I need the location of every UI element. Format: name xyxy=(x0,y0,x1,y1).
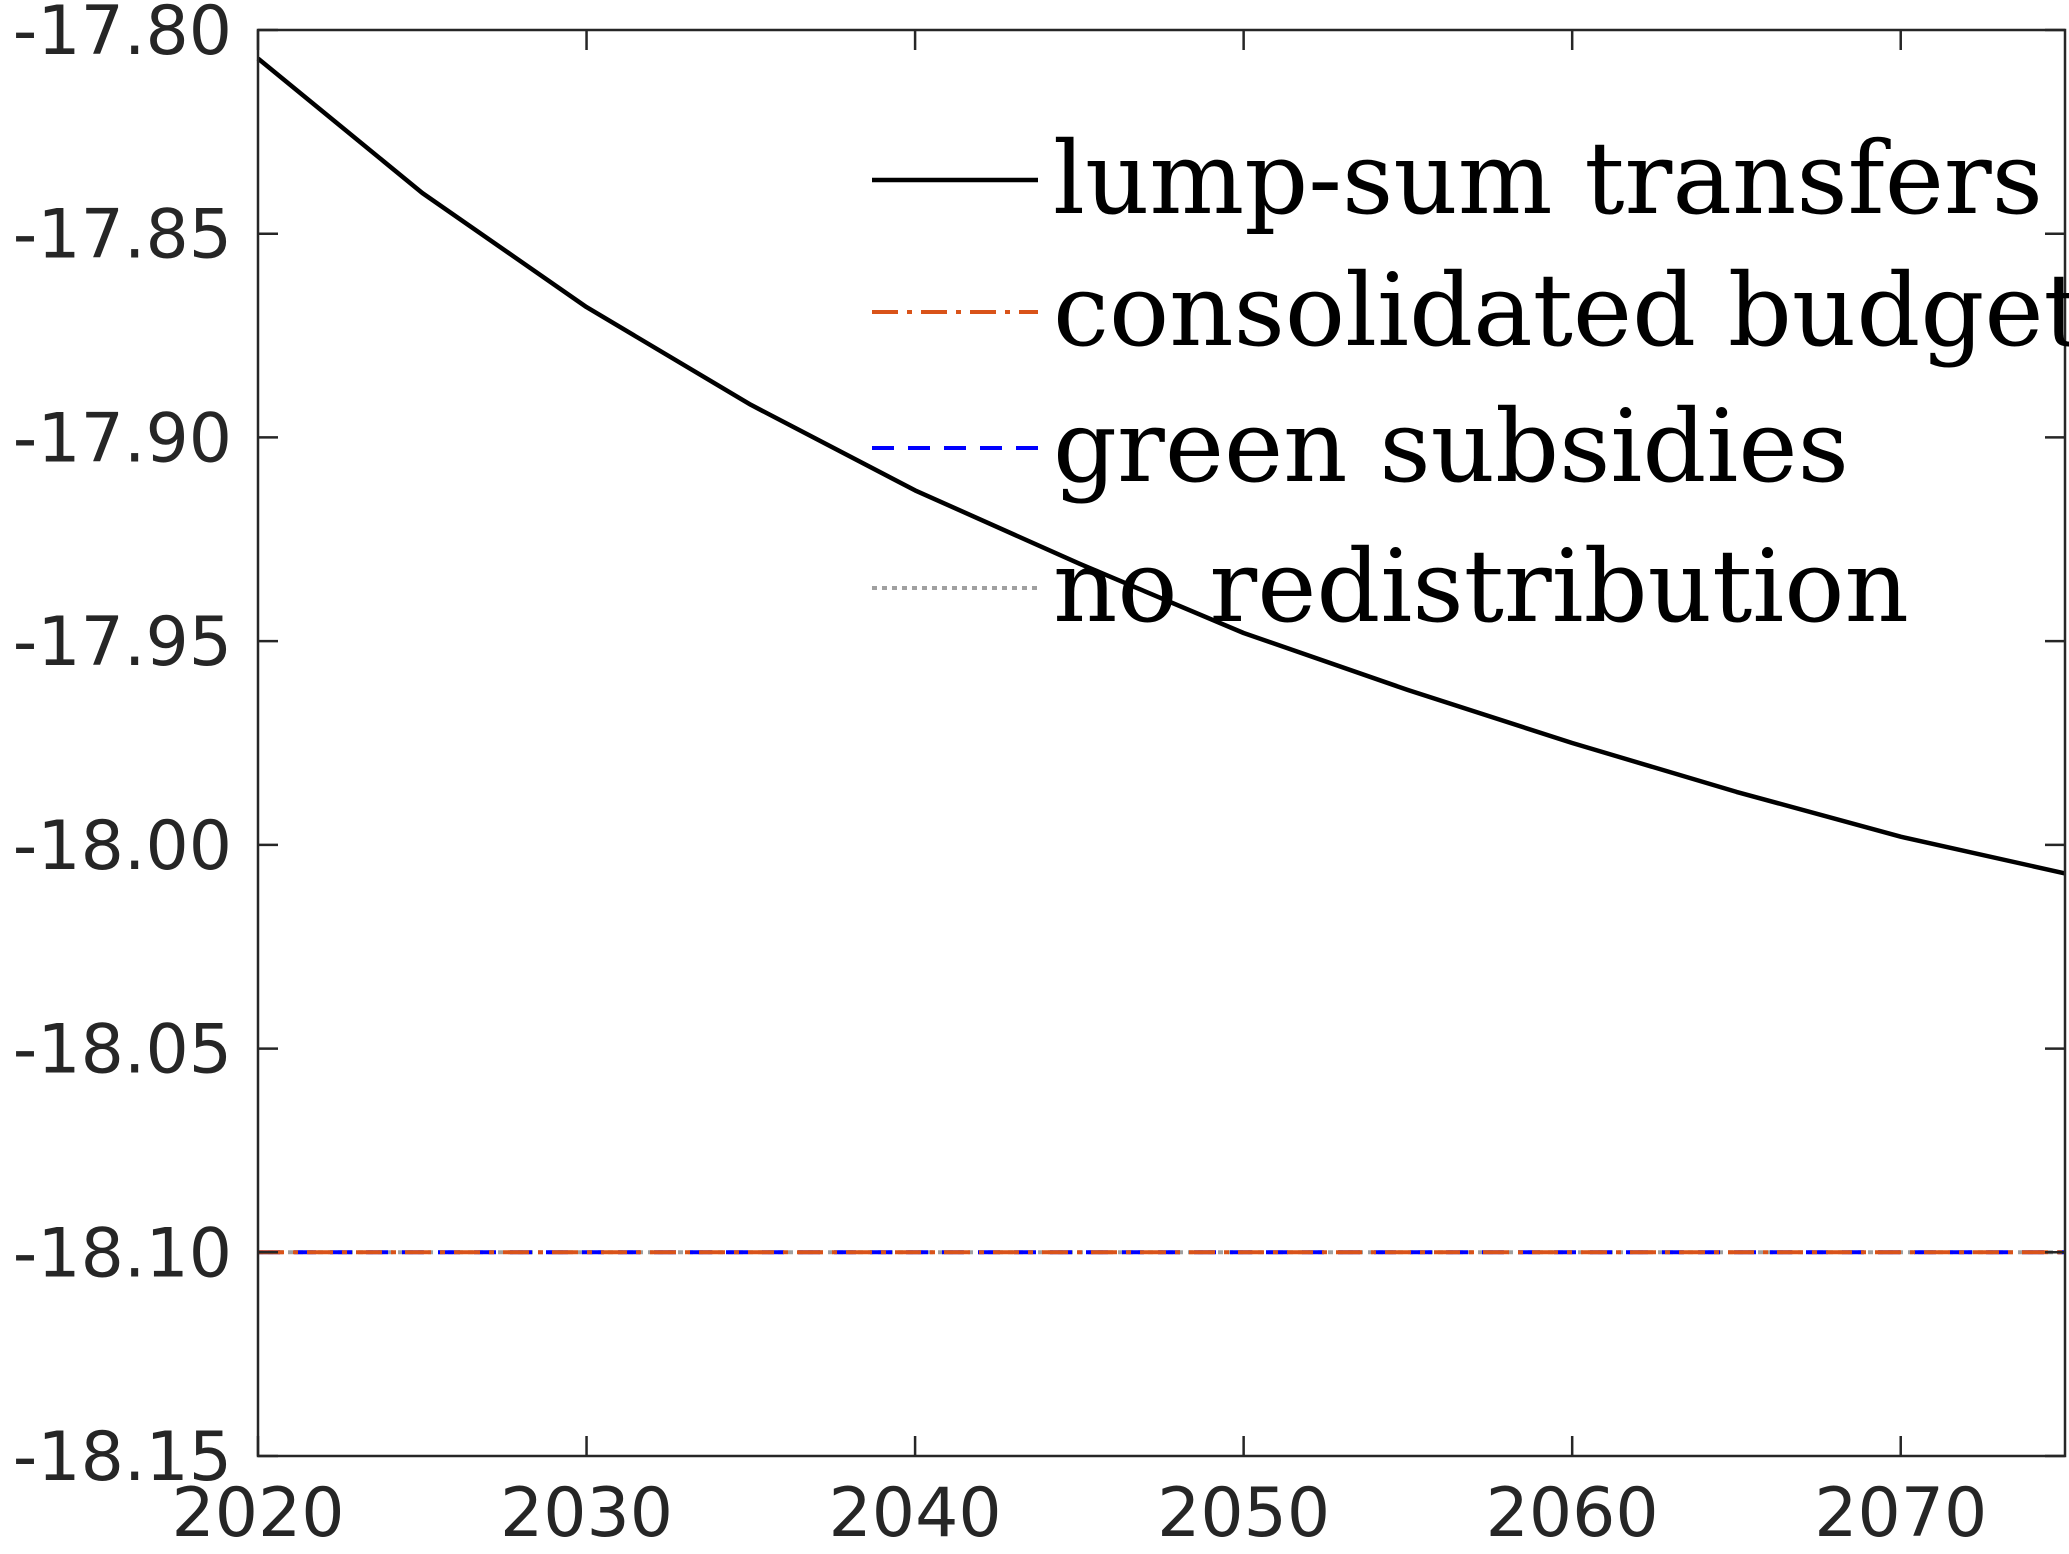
legend: lump-sum transfers consolidated budget gre… xyxy=(872,120,2069,645)
legend-label: no redistribution xyxy=(1053,528,1909,645)
series-line-lump-sum-transfers xyxy=(256,56,2066,876)
plot-background xyxy=(258,30,2065,1456)
axes: -17.80 -17.85 -17.90 -17.95 -18.00 -18.05 -18.… xyxy=(13,0,2067,1553)
y-tick-label: -18.15 xyxy=(13,1418,232,1497)
x-tick-label: 2070 xyxy=(1814,1474,1987,1553)
y-tick-label: -17.85 xyxy=(13,196,232,275)
x-tick-label: 2060 xyxy=(1486,1474,1659,1553)
axes-box xyxy=(256,28,2067,1458)
legend-label: green subsidies xyxy=(1053,388,1849,505)
x-tick-label: 2020 xyxy=(171,1474,344,1553)
x-tick-label: 2030 xyxy=(500,1474,673,1553)
y-tick-label: -18.00 xyxy=(13,807,232,886)
y-tick-label: -18.10 xyxy=(13,1214,232,1293)
legend-label: lump-sum transfers xyxy=(1053,120,2043,237)
y-tick-label: -18.05 xyxy=(13,1011,232,1090)
y-tick-label: -17.80 xyxy=(13,0,232,71)
y-tick-label: -17.95 xyxy=(13,603,232,682)
legend-label: consolidated budget xyxy=(1053,252,2069,369)
y-tick-label: -17.90 xyxy=(13,399,232,478)
plot-area xyxy=(256,30,2066,1456)
x-tick-label: 2040 xyxy=(829,1474,1002,1553)
x-tick-label: 2050 xyxy=(1157,1474,1330,1553)
